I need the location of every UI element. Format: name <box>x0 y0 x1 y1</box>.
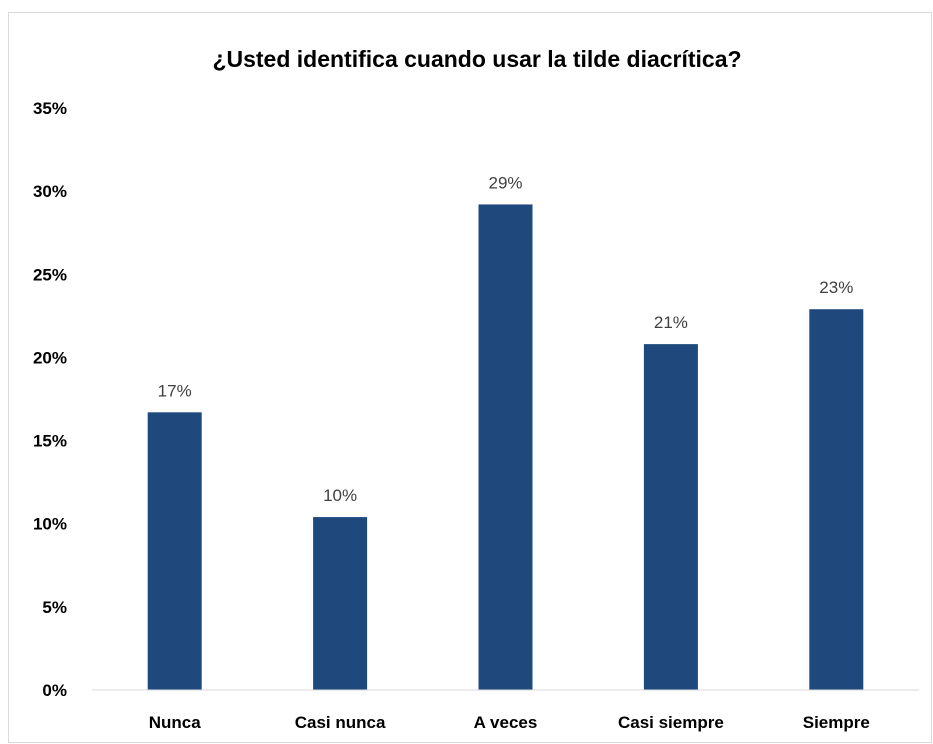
bar-siempre <box>809 309 864 690</box>
bar-nunca <box>147 412 202 690</box>
bars <box>147 204 864 690</box>
y-tick-label: 25% <box>33 265 67 284</box>
data-label: 17% <box>158 381 192 400</box>
x-tick-label: A veces <box>474 713 538 732</box>
bar-casi-nunca <box>313 517 368 690</box>
y-tick-label: 0% <box>42 681 67 700</box>
x-tick-label: Casi siempre <box>618 713 724 732</box>
data-label: 29% <box>488 173 522 192</box>
bar-a-veces <box>478 204 533 690</box>
bar-chart: ¿Usted identifica cuando usar la tilde d… <box>33 46 919 732</box>
x-axis: Nunca Casi nunca A veces Casi siempre Siempr… <box>92 689 919 732</box>
y-tick-label: 15% <box>33 432 67 451</box>
y-axis: 0% 5% 10% 15% 20% 25% 30% 35% <box>33 99 67 700</box>
data-label: 23% <box>819 278 853 297</box>
y-tick-label: 35% <box>33 99 67 118</box>
data-label: 10% <box>323 486 357 505</box>
y-tick-label: 30% <box>33 182 67 201</box>
y-tick-label: 10% <box>33 515 67 534</box>
data-label: 21% <box>654 313 688 332</box>
y-tick-label: 20% <box>33 348 67 367</box>
x-tick-label: Nunca <box>149 713 202 732</box>
chart-title: ¿Usted identifica cuando usar la tilde d… <box>212 46 741 72</box>
x-tick-label: Siempre <box>803 713 870 732</box>
bar-casi-siempre <box>643 344 698 690</box>
chart-area: ¿Usted identifica cuando usar la tilde d… <box>8 12 932 743</box>
data-labels: 17% 10% 29% 21% 23% <box>158 173 854 505</box>
y-tick-label: 5% <box>42 598 67 617</box>
x-tick-label: Casi nunca <box>295 713 386 732</box>
